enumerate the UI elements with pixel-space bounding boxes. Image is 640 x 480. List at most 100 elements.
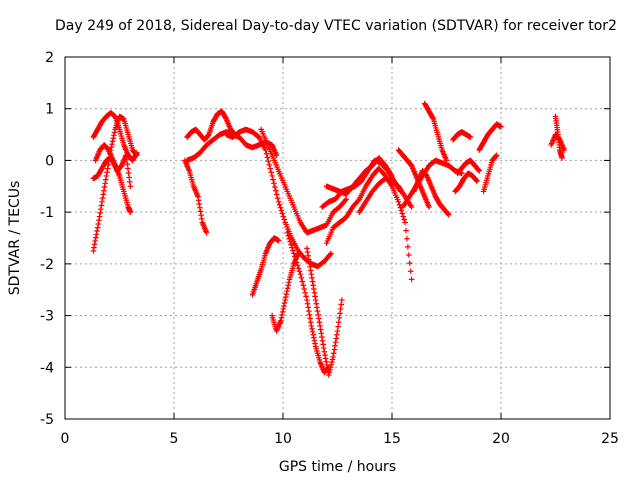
data-point-marker — [123, 152, 129, 159]
series-arc-13 — [304, 245, 345, 378]
data-point-marker — [277, 204, 284, 211]
data-point-marker — [401, 216, 407, 223]
data-point-marker — [276, 201, 283, 208]
series-arc-21 — [411, 167, 452, 218]
data-point-marker — [309, 329, 316, 335]
data-point-marker — [285, 282, 292, 289]
data-point-marker — [283, 291, 290, 297]
data-point-marker — [222, 115, 229, 121]
data-point-marker — [195, 197, 202, 204]
data-point-marker — [94, 228, 100, 234]
series-arc-26 — [480, 152, 500, 195]
series-arc-09 — [258, 126, 350, 236]
data-point-marker — [312, 297, 319, 303]
data-point-marker — [336, 314, 343, 321]
data-point-marker — [322, 352, 328, 358]
data-point-marker — [92, 238, 99, 244]
data-point-marker — [296, 268, 303, 275]
data-point-marker — [126, 174, 132, 181]
data-point-marker — [398, 207, 405, 214]
data-point-marker — [498, 124, 504, 130]
data-point-marker — [304, 249, 311, 255]
data-point-marker — [399, 210, 406, 217]
data-point-marker — [339, 297, 345, 303]
data-point-marker — [476, 167, 482, 174]
data-point-marker — [273, 152, 280, 159]
data-point-marker — [275, 199, 282, 205]
series-arc-23 — [452, 170, 480, 195]
data-point-marker — [330, 354, 336, 360]
data-point-marker — [493, 153, 499, 159]
data-point-marker — [109, 138, 116, 145]
data-point-marker — [195, 193, 201, 200]
data-point-marker — [196, 201, 203, 207]
data-point-marker — [90, 248, 97, 254]
data-point-marker — [306, 308, 312, 314]
series-arc-12 — [284, 230, 332, 376]
data-point-marker — [327, 251, 333, 258]
data-point-marker — [285, 232, 292, 239]
data-point-marker — [270, 176, 276, 183]
series-arc-14 — [323, 165, 415, 283]
data-point-marker — [309, 326, 315, 332]
data-point-marker — [389, 173, 395, 179]
data-point-marker — [109, 141, 115, 147]
data-point-marker — [102, 176, 109, 183]
series-arc-07 — [184, 129, 280, 164]
data-point-marker — [355, 197, 362, 204]
data-point-marker — [332, 343, 338, 349]
data-point-marker — [559, 155, 565, 161]
data-point-marker — [307, 264, 313, 270]
data-point-marker — [313, 300, 320, 307]
data-point-marker — [93, 231, 100, 238]
data-point-marker — [307, 319, 314, 326]
data-point-marker — [309, 275, 315, 281]
data-point-marker — [265, 158, 272, 164]
data-point-marker — [293, 259, 300, 266]
data-point-marker — [406, 260, 413, 266]
data-point-marker — [474, 178, 480, 184]
data-point-marker — [281, 300, 288, 306]
data-point-marker — [271, 180, 277, 187]
data-point-marker — [291, 250, 297, 257]
series-arc-24 — [454, 157, 482, 177]
data-point-marker — [297, 271, 304, 277]
data-point-marker — [284, 288, 290, 294]
data-point-marker — [197, 208, 204, 215]
data-point-marker — [329, 356, 336, 363]
data-point-marker — [331, 346, 338, 353]
data-point-marker — [406, 252, 412, 258]
data-point-marker — [404, 235, 410, 242]
data-point-marker — [402, 219, 408, 226]
data-point-marker — [197, 204, 203, 211]
data-point-marker — [99, 195, 106, 201]
data-point-marker — [343, 196, 350, 203]
data-point-marker — [110, 135, 117, 142]
data-point-marker — [274, 195, 281, 201]
data-point-marker — [312, 293, 318, 300]
data-point-marker — [272, 184, 278, 190]
data-point-marker — [305, 304, 312, 311]
data-point-marker — [280, 306, 287, 312]
data-point-marker — [124, 161, 131, 167]
data-point-marker — [287, 238, 293, 245]
y-tick-label: -4 — [40, 360, 54, 376]
data-point-marker — [100, 191, 107, 198]
data-point-marker — [325, 372, 332, 378]
data-point-marker — [334, 331, 340, 338]
data-point-marker — [104, 169, 110, 176]
data-point-marker — [445, 211, 452, 218]
data-point-marker — [338, 301, 345, 308]
data-point-marker — [304, 297, 310, 303]
data-point-marker — [279, 309, 286, 315]
data-point-marker — [101, 187, 107, 194]
data-point-marker — [298, 275, 305, 281]
data-point-marker — [294, 262, 301, 269]
y-tick-label: -5 — [40, 412, 54, 428]
data-point-marker — [269, 173, 275, 179]
data-point-marker — [314, 308, 321, 314]
series-arc-04 — [92, 142, 134, 190]
data-point-marker — [126, 179, 133, 185]
data-point-marker — [111, 132, 117, 139]
